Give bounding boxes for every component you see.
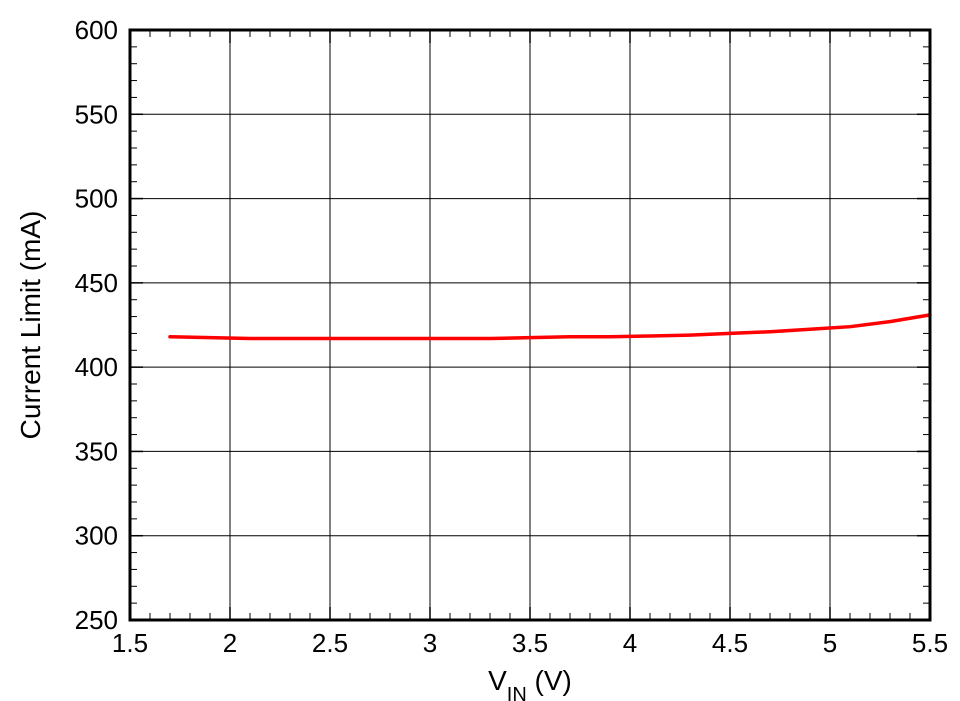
y-tick-label: 300 [75, 521, 118, 551]
x-tick-label: 4 [623, 628, 637, 658]
y-tick-label: 450 [75, 268, 118, 298]
y-tick-label: 600 [75, 15, 118, 45]
y-axis-label: Current Limit (mA) [15, 211, 46, 440]
x-tick-label: 3.5 [512, 628, 548, 658]
x-tick-label: 5.5 [912, 628, 948, 658]
x-tick-label: 2.5 [312, 628, 348, 658]
y-tick-label: 550 [75, 99, 118, 129]
y-tick-label: 350 [75, 436, 118, 466]
chart-container: 1.522.533.544.555.5250300350400450500550… [0, 0, 960, 701]
y-tick-label: 500 [75, 184, 118, 214]
x-tick-label: 3 [423, 628, 437, 658]
x-tick-label: 4.5 [712, 628, 748, 658]
x-axis-label: VIN (V) [488, 665, 572, 701]
y-tick-label: 250 [75, 605, 118, 635]
y-tick-label: 400 [75, 352, 118, 382]
line-chart: 1.522.533.544.555.5250300350400450500550… [0, 0, 960, 701]
x-tick-label: 5 [823, 628, 837, 658]
x-tick-label: 2 [223, 628, 237, 658]
